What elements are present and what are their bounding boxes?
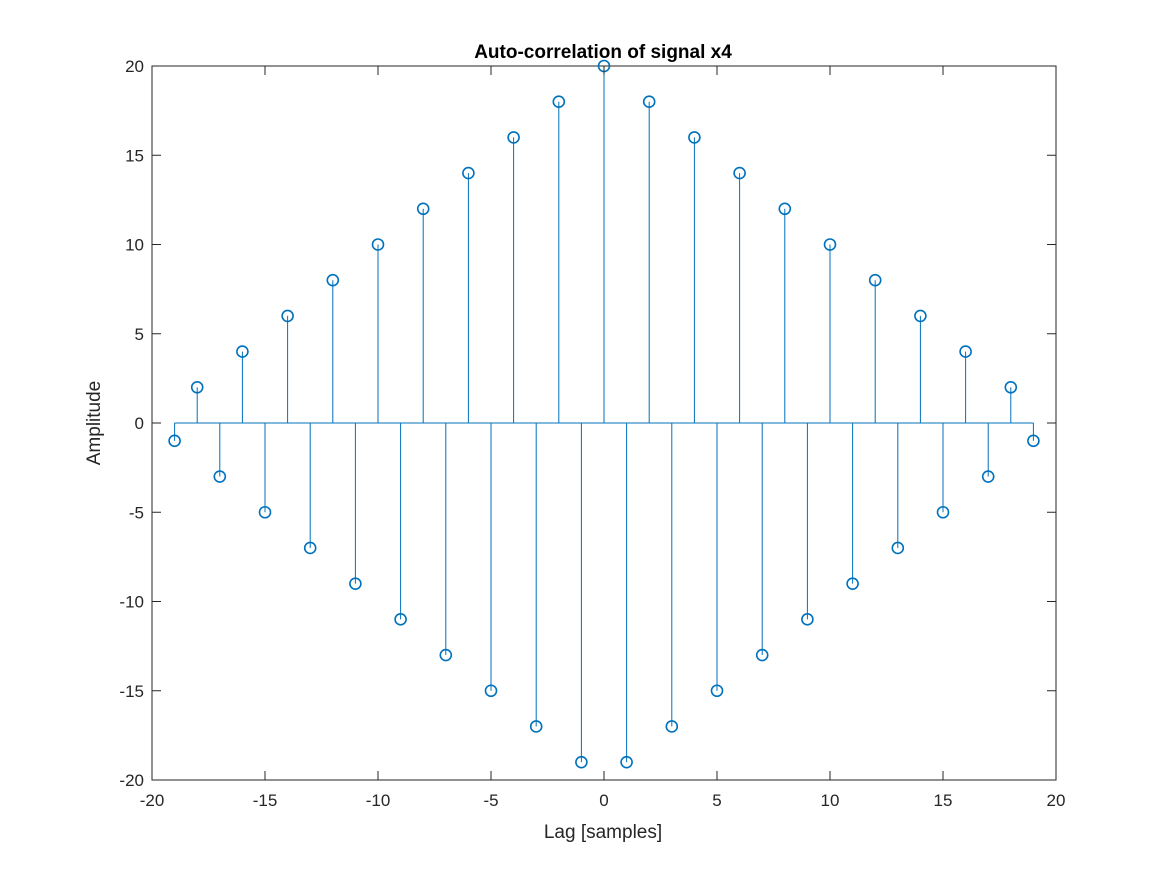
stem-marker [981, 470, 995, 483]
y-tick-label: 5 [135, 325, 144, 344]
stem-marker [868, 273, 882, 287]
y-tick-label: 20 [125, 57, 144, 76]
stem-marker [552, 95, 566, 108]
stem-marker [575, 755, 588, 769]
stem-marker [349, 577, 362, 590]
stem-marker [484, 684, 498, 698]
x-tick-label: 15 [934, 791, 953, 810]
x-tick-label: -20 [140, 791, 165, 810]
stem-marker [846, 577, 859, 590]
stem-marker [168, 434, 181, 448]
stem-marker [733, 166, 746, 180]
x-tick-label: 5 [712, 791, 721, 810]
y-tick-label: -5 [129, 503, 144, 522]
tick-group: -20 -15 -10 -5 0 5 10 15 20 -20 -15 -10 -5 0 5 10 15 20 [119, 57, 1065, 810]
stem-marker [529, 720, 543, 733]
stem-marker [303, 541, 317, 555]
y-tick-label: 15 [125, 146, 144, 165]
stem-marker [801, 613, 814, 626]
stem-marker [236, 345, 249, 358]
stem-marker [371, 238, 385, 251]
stem-marker [755, 648, 769, 662]
y-axis-label: Amplitude [84, 381, 105, 466]
y-tick-label: -15 [119, 682, 144, 701]
stem-marker [642, 95, 656, 108]
x-axis-label: Lag [samples] [544, 822, 662, 843]
stem-marker [416, 202, 430, 216]
stem-marker [891, 541, 905, 555]
stem-marker [439, 648, 453, 662]
x-tick-label: 10 [821, 791, 840, 810]
x-tick-label: 20 [1047, 791, 1066, 810]
stem-marker [914, 309, 927, 323]
stem-marker [190, 380, 204, 394]
stem-marker [688, 131, 701, 144]
stem-marker [959, 345, 972, 358]
stem-marker [620, 755, 633, 769]
stem-marker [258, 505, 272, 519]
stem-marker [507, 131, 520, 144]
stem-marker [710, 684, 724, 698]
y-tick-label: 0 [135, 414, 144, 433]
stem-marker [462, 166, 475, 180]
x-tick-label: -15 [253, 791, 278, 810]
x-tick-label: 0 [599, 791, 608, 810]
stem-marker [823, 238, 837, 251]
chart-title: Auto-correlation of signal x4 [474, 42, 732, 63]
x-tick-label: -5 [483, 791, 498, 810]
stem-marker [1004, 380, 1018, 394]
stem-marker [394, 613, 407, 626]
stem-marker [936, 505, 950, 519]
stem-markers [168, 59, 1040, 769]
stem-marker [326, 273, 340, 287]
stem-marker [213, 470, 227, 483]
y-tick-label: 10 [125, 236, 144, 255]
stem-marker [665, 720, 679, 733]
stem-marker [1027, 434, 1040, 448]
y-tick-label: -20 [119, 771, 144, 790]
x-tick-label: -10 [366, 791, 391, 810]
y-tick-label: -10 [119, 593, 144, 612]
stem-marker [778, 202, 792, 216]
stem-series [174, 66, 1034, 763]
stem-marker [281, 309, 294, 323]
